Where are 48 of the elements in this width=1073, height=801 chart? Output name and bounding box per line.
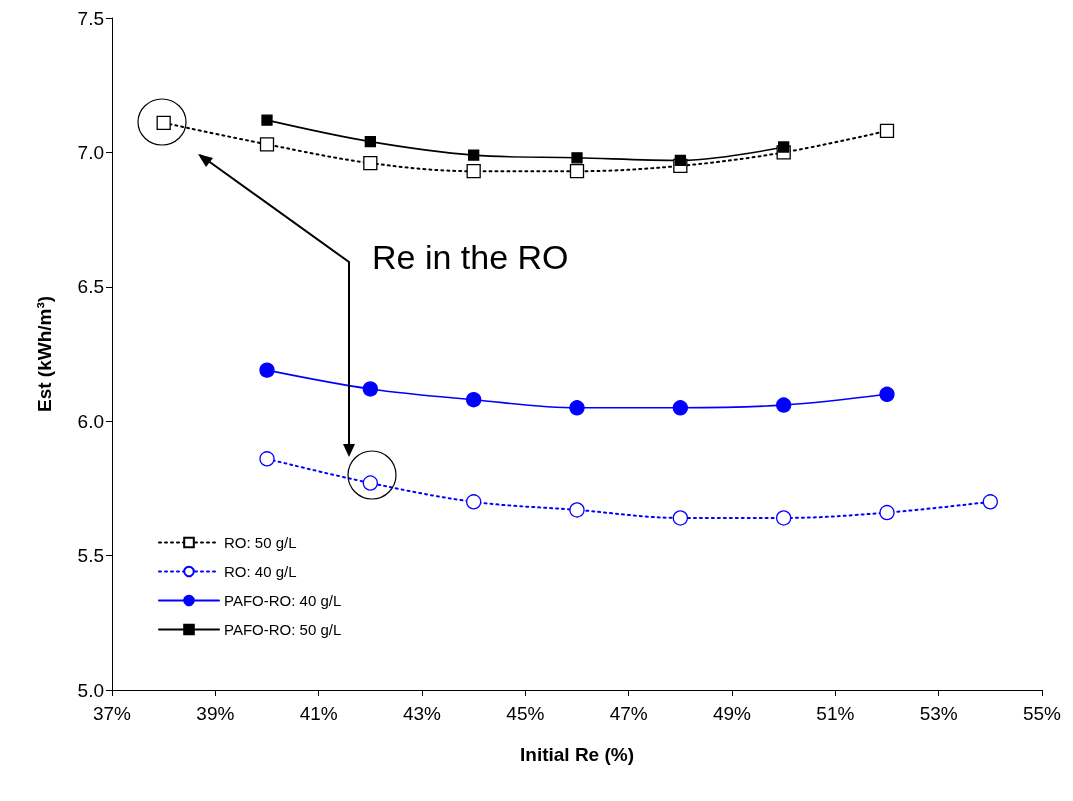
point [672,400,688,416]
y-tick-label: 7.5 [77,7,104,29]
point [569,400,585,416]
point [362,381,378,397]
point [571,152,583,164]
point [778,141,790,153]
point [466,164,481,179]
point [259,362,275,378]
y-axis-title: Est (kWh/m³) [34,295,55,413]
point [672,510,688,526]
legend-label: PAFO-RO: 50 g/L [224,621,342,638]
legend-label: PAFO-RO: 40 g/L [224,592,342,609]
x-tick-label: 45% [506,703,545,724]
x-tick-label: 51% [816,703,855,724]
point [569,164,585,179]
x-tick-label: 47% [609,703,648,724]
y-tick-label: 5.5 [77,545,104,567]
x-tick-label: 55% [1022,703,1062,724]
x-tick-label: 49% [712,703,752,724]
annotation: Re in the RO [372,238,569,276]
x-axis-title: Initial Re (%) [519,744,635,765]
x-tick-label: 37% [92,703,132,724]
point [674,154,686,167]
point [569,502,585,518]
x-tick-label: 39% [196,703,235,724]
legend-label: RO: 50 g/L [224,534,297,551]
legend-label: RO: 40 g/L [224,563,297,580]
point [982,494,998,510]
point [261,114,273,126]
point [466,392,482,408]
point [468,149,480,161]
x-tick-label: 41% [299,703,338,724]
y-tick-label: 5.0 [77,679,104,701]
point [879,123,895,139]
y-tick-label: 7.0 [77,141,104,163]
point [259,137,275,152]
point [776,397,792,413]
point [776,510,792,526]
y-tick-label: 6.0 [77,410,104,432]
point [879,504,895,521]
point [363,156,378,171]
point [466,494,482,510]
x-tick-label: 43% [402,703,442,724]
point [879,386,895,402]
x-tick-label: 53% [919,703,958,724]
y-tick-label: 6.5 [77,276,104,298]
point [364,136,376,148]
point [259,451,275,467]
